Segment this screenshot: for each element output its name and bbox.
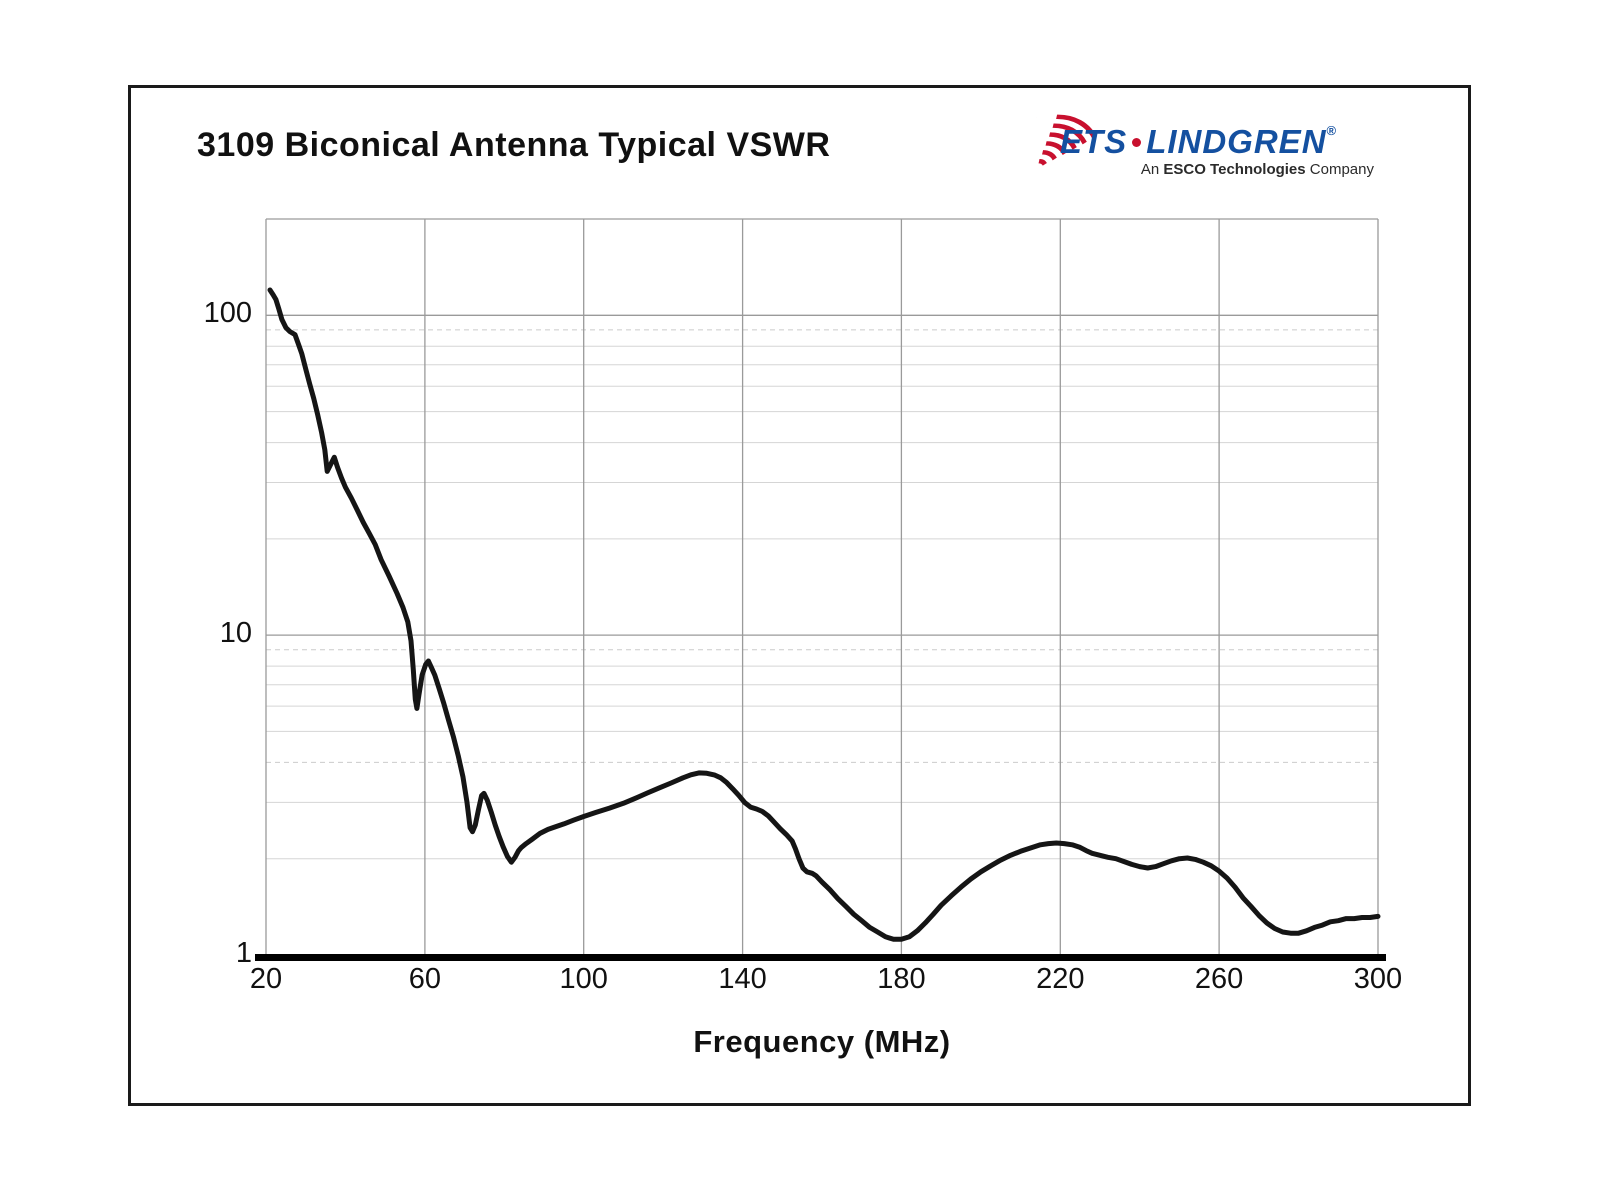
brand-ets: ETS [1060,123,1128,160]
brand-wordmark: ETS LINDGREN® [1060,124,1336,158]
x-tick-label: 220 [1036,963,1085,995]
registered-trademark-symbol: ® [1326,123,1337,138]
vswr-curve [267,287,1381,942]
brand-lindgren: LINDGREN [1146,123,1327,160]
y-tick-label: 100 [203,297,252,330]
ets-lindgren-logo: ETS LINDGREN® An ESCO Technologies Compan… [1020,106,1384,190]
x-tick-label: 300 [1353,963,1403,995]
logo-tagline: An ESCO Technologies Company [1141,161,1374,178]
tagline-esco: ESCO Technologies [1163,161,1306,178]
x-tick-label: 140 [718,963,767,995]
figure-border-frame [128,85,1471,1106]
y-tick-label: 1 [235,937,252,969]
radio-waves-icon [1036,114,1097,166]
x-tick-label: 260 [1194,963,1244,995]
y-tick-label: 10 [219,617,252,650]
tagline-prefix: An [1140,161,1164,178]
brand-dot-icon [1132,137,1142,147]
tagline-suffix: Company [1305,161,1374,178]
x-tick-label: 180 [877,963,926,995]
x-tick-label: 100 [559,963,608,995]
chart-title: 3109 Biconical Antenna Typical VSWR [197,126,831,164]
x-tick-label: 20 [249,963,283,995]
x-axis-title: Frequency (MHz) [693,1024,951,1059]
x-tick-label: 60 [408,963,442,995]
